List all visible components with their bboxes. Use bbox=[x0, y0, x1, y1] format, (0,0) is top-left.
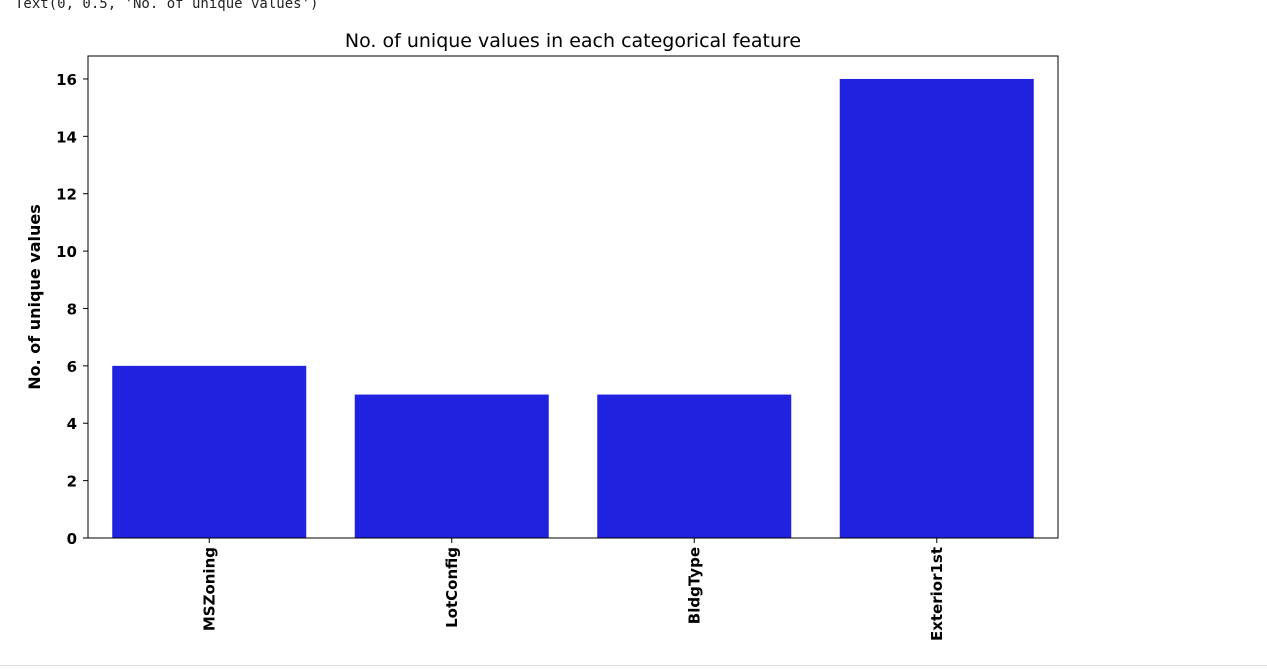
y-tick-label: 6 bbox=[67, 358, 77, 376]
bar-mszoning bbox=[112, 365, 307, 538]
x-tick-label: Exterior1st bbox=[928, 547, 946, 641]
y-ticks-group: 0 2 4 6 8 10 12 14 16 bbox=[56, 71, 88, 548]
y-tick-label: 0 bbox=[67, 530, 77, 548]
y-axis-label: No. of unique values bbox=[25, 204, 44, 390]
bars-group bbox=[112, 78, 1034, 538]
y-tick-label: 12 bbox=[56, 186, 77, 204]
y-tick-label: 10 bbox=[56, 243, 77, 261]
chart-title: No. of unique values in each categorical… bbox=[345, 30, 801, 52]
plot-frame bbox=[87, 55, 1059, 539]
x-tick-label: BldgType bbox=[685, 547, 703, 624]
cell-divider bbox=[0, 665, 1267, 666]
y-tick-label: 8 bbox=[67, 300, 77, 318]
x-tick-label: MSZoning bbox=[200, 547, 218, 631]
y-tick-label: 16 bbox=[56, 71, 77, 89]
x-ticks-group: MSZoning LotConfig BldgType Exterior1st bbox=[200, 538, 946, 641]
y-tick-label: 2 bbox=[67, 473, 77, 491]
bar-bldgtype bbox=[597, 394, 792, 538]
bar-exterior1st bbox=[839, 78, 1034, 538]
bar-lotconfig bbox=[354, 394, 549, 538]
x-tick-label: LotConfig bbox=[443, 547, 461, 628]
y-tick-label: 14 bbox=[56, 128, 77, 146]
cell-output-text: Text(0, 0.5, 'No. of unique values') bbox=[15, 0, 319, 12]
y-tick-label: 4 bbox=[67, 415, 77, 433]
